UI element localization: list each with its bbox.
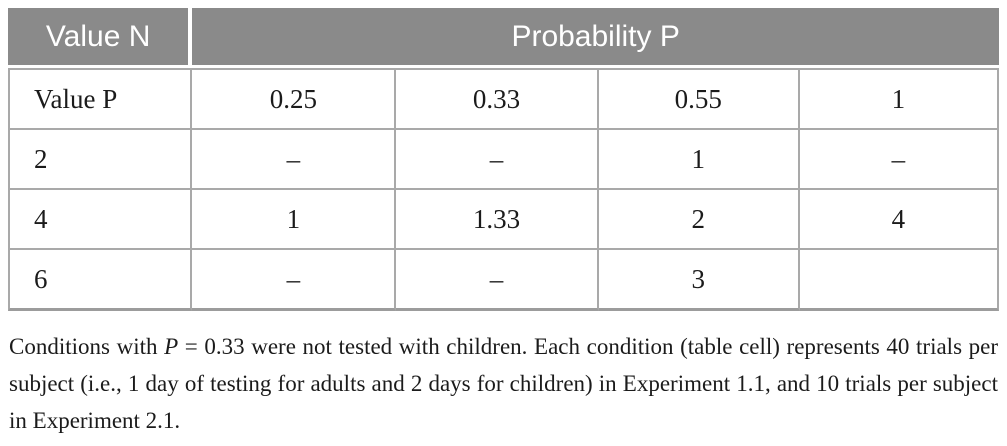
table-cell: 1 xyxy=(192,190,397,250)
table-cell: 0.33 xyxy=(396,68,599,130)
row-label: Value P xyxy=(8,68,193,130)
table-row-value-p: Value P 0.25 0.33 0.55 1 xyxy=(8,68,999,130)
table-cell: – xyxy=(396,250,599,311)
row-label: 2 xyxy=(8,130,193,190)
table-cell: – xyxy=(799,130,999,190)
table-cell: 3 xyxy=(598,250,800,311)
conditions-table: Value N Probability P Value P 0.25 0.33 … xyxy=(8,8,999,311)
table-cell: 2 xyxy=(598,190,800,250)
row-label: 4 xyxy=(8,190,193,250)
table-cell: – xyxy=(192,250,397,311)
table-cell: 0.55 xyxy=(598,68,800,130)
table-cell: – xyxy=(396,130,599,190)
table-row-n2: 2 – – 1 – xyxy=(8,130,999,190)
table-cell: 1.33 xyxy=(396,190,599,250)
table-cell: 1 xyxy=(799,68,999,130)
table-cell: 4 xyxy=(799,190,999,250)
table-cell: – xyxy=(192,130,397,190)
table-cell xyxy=(799,250,999,311)
caption-text-rest: = 0.33 were not tested with children. Ea… xyxy=(9,334,998,433)
table-cell: 0.25 xyxy=(192,68,397,130)
row-label: 6 xyxy=(8,250,193,311)
caption-variable-p: P xyxy=(164,334,179,359)
table-header-row: Value N Probability P xyxy=(8,8,999,68)
table-caption: Conditions with P = 0.33 were not tested… xyxy=(9,328,998,439)
header-probability-p: Probability P xyxy=(192,8,999,68)
caption-text-prefix: Conditions with xyxy=(9,334,165,359)
header-value-n: Value N xyxy=(8,8,193,68)
table-row-n4: 4 1 1.33 2 4 xyxy=(8,190,999,250)
table-cell: 1 xyxy=(598,130,800,190)
table-row-n6: 6 – – 3 xyxy=(8,250,999,311)
